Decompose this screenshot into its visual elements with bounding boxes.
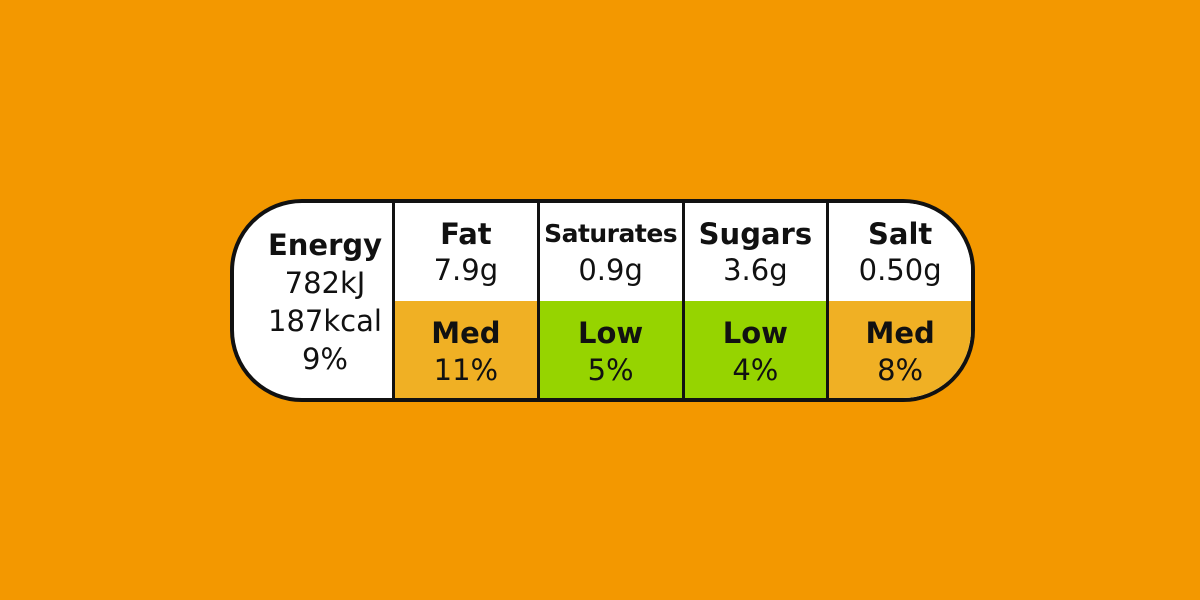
- nutrient-cell-saturates: Saturates 0.9g Low 5%: [539, 203, 685, 398]
- nutrient-top: Saturates 0.9g: [539, 203, 682, 301]
- nutrient-cell-fat: Fat 7.9g Med 11%: [395, 203, 540, 398]
- nutrient-level-band: Low 5%: [539, 301, 682, 398]
- nutrient-level-band: Med 11%: [395, 301, 537, 398]
- nutrient-top: Fat 7.9g: [395, 203, 537, 301]
- nutrient-level: Low: [578, 315, 644, 350]
- energy-kcal: 187kcal: [268, 303, 382, 338]
- nutrient-cell-sugars: Sugars 3.6g Low 4%: [684, 203, 830, 398]
- nutrient-percent: 11%: [433, 352, 499, 387]
- nutrient-amount: 0.9g: [578, 253, 643, 287]
- nutrient-level: Med: [865, 315, 935, 350]
- nutrient-amount: 0.50g: [858, 253, 942, 287]
- nutrient-amount: 7.9g: [433, 253, 499, 287]
- nutrient-name: Salt: [867, 217, 933, 251]
- nutrient-name: Fat: [440, 217, 492, 251]
- nutrient-cell-salt: Salt 0.50g Med 8%: [829, 203, 971, 398]
- nutrition-label: Energy 782kJ 187kcal 9% Fat 7.9g Med 11%…: [230, 199, 975, 402]
- nutrient-percent: 4%: [732, 352, 779, 387]
- nutrient-percent: 5%: [587, 352, 634, 387]
- nutrient-level: Med: [431, 315, 501, 350]
- nutrient-top: Sugars 3.6g: [684, 203, 827, 301]
- energy-title: Energy: [267, 227, 383, 262]
- energy-percent: 9%: [301, 341, 348, 376]
- nutrient-name: Saturates: [544, 219, 678, 248]
- nutrient-level-band: Med 8%: [829, 301, 971, 398]
- energy-cell: Energy 782kJ 187kcal 9%: [234, 203, 395, 398]
- nutrient-percent: 8%: [877, 352, 924, 387]
- energy-kj: 782kJ: [284, 265, 366, 300]
- nutrient-top: Salt 0.50g: [829, 203, 971, 301]
- nutrient-amount: 3.6g: [723, 253, 788, 287]
- nutrient-level: Low: [722, 315, 788, 350]
- nutrient-name: Sugars: [698, 217, 813, 251]
- nutrient-level-band: Low 4%: [684, 301, 827, 398]
